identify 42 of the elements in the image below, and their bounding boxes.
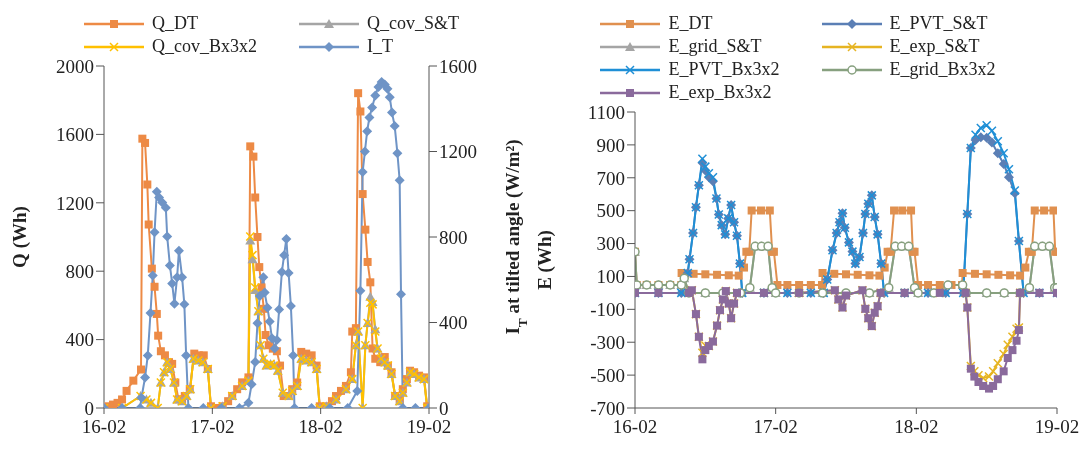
- y-tick-label: 300: [596, 233, 625, 255]
- y2-tick-label: 0: [439, 397, 449, 419]
- x-tick-label: 18-02: [894, 416, 939, 438]
- y-tick-label: 400: [65, 329, 94, 351]
- y-axis-title: Q (Wh): [9, 206, 31, 268]
- legend-label: E_grid_Bx3x2: [889, 59, 996, 80]
- y-axis-title: E (Wh): [534, 230, 556, 290]
- y-tick-label: -500: [590, 364, 625, 386]
- y2-tick-label: 800: [439, 226, 468, 248]
- y-tick-label: -100: [590, 299, 625, 321]
- y2-tick-label: 1200: [439, 141, 477, 163]
- legend-label: E_exp_S&T: [889, 36, 980, 57]
- x-tick-label: 18-02: [298, 416, 343, 438]
- legend-label: I_T: [367, 36, 393, 57]
- legend-label: E_PVT_S&T: [889, 13, 988, 34]
- legend-label: E_PVT_Bx3x2: [668, 59, 780, 80]
- y-tick-label: 0: [84, 397, 94, 419]
- y-tick-label: 700: [596, 167, 625, 189]
- y-tick-label: -700: [590, 397, 625, 419]
- x-tick-label: 19-02: [1034, 416, 1080, 438]
- y2-tick-label: 400: [439, 312, 468, 334]
- y-tick-label: 800: [65, 260, 94, 282]
- y2-tick-label: 1600: [439, 55, 477, 77]
- y-tick-label: 2000: [56, 55, 94, 77]
- y-tick-label: 1100: [587, 101, 625, 123]
- legend-label: E_exp_Bx3x2: [668, 82, 772, 103]
- legend-label: Q_DT: [152, 13, 198, 34]
- x-tick-label: 16-02: [81, 416, 127, 438]
- y-tick-label: 1600: [56, 124, 94, 146]
- y-tick-label: -300: [590, 331, 625, 353]
- legend-label: Q_cov_Bx3x2: [152, 36, 257, 57]
- x-tick-label: 19-02: [406, 416, 452, 438]
- y-tick-label: 1200: [56, 192, 94, 214]
- x-tick-label: 17-02: [190, 416, 235, 438]
- legend-label: E_grid_S&T: [668, 36, 762, 57]
- legend-label: E_DT: [668, 13, 713, 34]
- y-tick-label: 100: [596, 266, 625, 288]
- x-tick-label: 17-02: [753, 416, 798, 438]
- y-tick-label: 900: [596, 134, 625, 156]
- legend-label: Q_cov_S&T: [367, 13, 459, 34]
- x-tick-label: 16-02: [612, 416, 658, 438]
- y-tick-label: 500: [596, 200, 625, 222]
